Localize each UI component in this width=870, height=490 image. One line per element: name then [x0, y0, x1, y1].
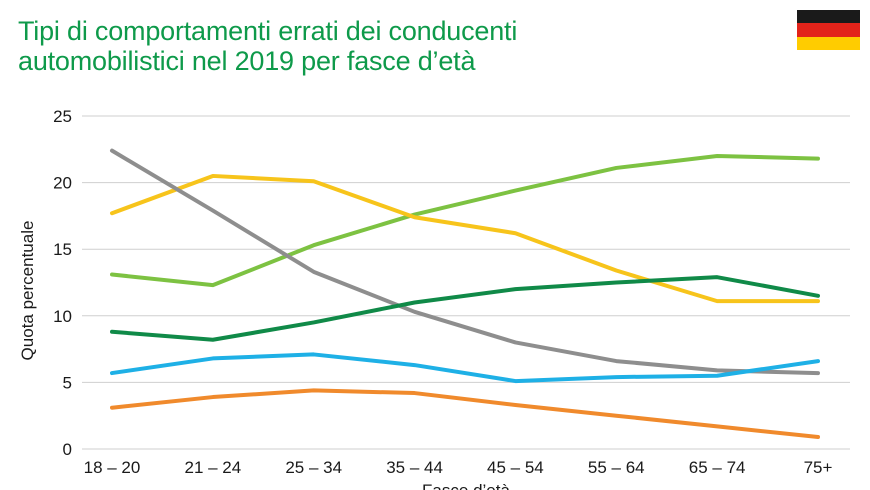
series-line-6 [110, 388, 820, 440]
flag-stripe-red [797, 23, 860, 37]
x-tick-label: 55 – 64 [588, 458, 645, 477]
series-line-5 [110, 352, 820, 384]
x-tick-label: 45 – 54 [487, 458, 544, 477]
x-tick-label: 35 – 44 [386, 458, 443, 477]
y-tick-label: 20 [53, 174, 72, 193]
x-axis-label: Fasce d’età [422, 481, 510, 490]
germany-flag-icon [797, 10, 860, 50]
y-tick-label: 25 [53, 107, 72, 126]
y-axis-label: Quota percentuale [18, 221, 37, 361]
chart-title-line-1: Tipi di comportamenti errati dei conduce… [18, 16, 518, 46]
series-line-2 [110, 173, 820, 304]
x-tick-label: 21 – 24 [184, 458, 241, 477]
grid-lines [82, 115, 850, 450]
y-tick-label: 0 [63, 440, 72, 459]
y-tick-label: 5 [63, 373, 72, 392]
x-axis-ticks: 18 – 20 21 – 24 25 – 34 35 – 44 45 – 54 55 – … [84, 458, 833, 477]
flag-stripe-black [797, 10, 860, 24]
y-tick-label: 10 [53, 307, 72, 326]
x-tick-label: 25 – 34 [285, 458, 342, 477]
series-line-1 [110, 153, 820, 288]
chart-title: Tipi di comportamenti errati dei conduce… [18, 16, 517, 76]
x-tick-label: 65 – 74 [689, 458, 746, 477]
y-axis-ticks: 0 5 10 15 20 25 [53, 107, 72, 459]
series-line-4 [110, 275, 820, 342]
y-tick-label: 15 [53, 240, 72, 259]
x-tick-label: 18 – 20 [84, 458, 141, 477]
chart-title-line-2: automobilistici nel 2019 per fasce d’età [18, 46, 476, 76]
data-series [110, 148, 820, 440]
x-tick-label: 75+ [804, 458, 833, 477]
flag-stripe-gold [797, 36, 860, 50]
series-line-3 [110, 148, 820, 376]
